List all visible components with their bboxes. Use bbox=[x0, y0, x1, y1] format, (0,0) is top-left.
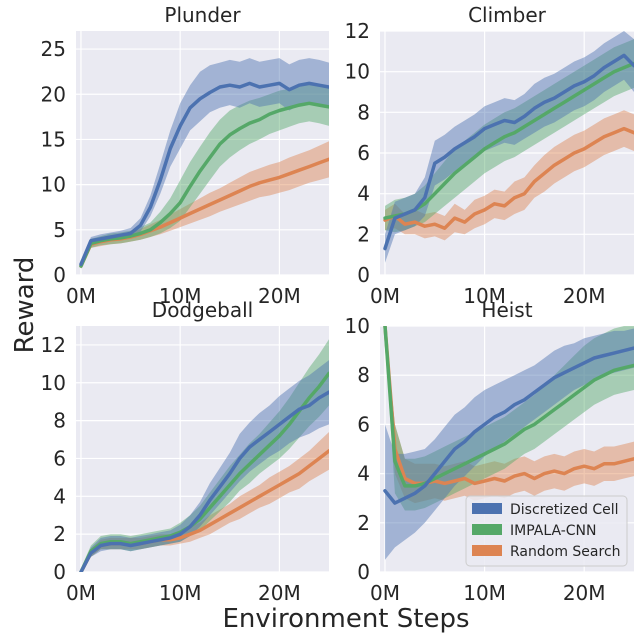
ytick-label: 10 bbox=[345, 314, 370, 338]
legend-swatch-random-search bbox=[472, 545, 502, 556]
xtick-label: 20M bbox=[563, 284, 606, 308]
ytick-label: 15 bbox=[41, 127, 66, 151]
xtick-label: 0M bbox=[66, 284, 96, 308]
line-random-search bbox=[383, 126, 634, 230]
ytick-label: 12 bbox=[41, 333, 66, 357]
ytick-label: 0 bbox=[53, 263, 66, 287]
xtick-label: 10M bbox=[463, 581, 506, 605]
line-discretized-cell bbox=[383, 346, 634, 505]
ytick-label: 20 bbox=[41, 82, 66, 106]
legend-box bbox=[465, 495, 628, 567]
plot-area-dodgeball bbox=[76, 326, 329, 572]
band-random-search bbox=[385, 326, 634, 504]
panel-title-dodgeball: Dodgeball bbox=[152, 298, 253, 322]
figure-ylabel: Reward bbox=[10, 257, 40, 354]
ytick-label: 0 bbox=[53, 560, 66, 584]
line-discretized-cell bbox=[383, 53, 634, 251]
xtick-label: 20M bbox=[258, 284, 301, 308]
band-impala-cnn bbox=[81, 339, 329, 572]
series-group-heist bbox=[383, 326, 634, 560]
legend-label-random-search: Random Search bbox=[510, 544, 621, 560]
band-impala-cnn bbox=[385, 326, 634, 511]
ytick-label: 8 bbox=[357, 100, 370, 124]
ytick-label: 2 bbox=[357, 511, 370, 535]
series-group-dodgeball bbox=[79, 339, 329, 572]
legend-swatch-impala-cnn bbox=[472, 524, 502, 535]
xtick-label: 0M bbox=[370, 284, 400, 308]
band-discretized-cell bbox=[385, 328, 634, 560]
xtick-label: 20M bbox=[258, 581, 301, 605]
ytick-label: 10 bbox=[41, 371, 66, 395]
xtick-label: 0M bbox=[66, 581, 96, 605]
xtick-label: 0M bbox=[370, 581, 400, 605]
line-impala-cnn bbox=[79, 371, 329, 572]
xtick-label: 10M bbox=[463, 284, 506, 308]
ytick-label: 4 bbox=[53, 484, 66, 508]
legend-label-discretized-cell: Discretized Cell bbox=[510, 502, 619, 518]
ytick-label: 6 bbox=[53, 446, 66, 470]
panel-title-heist: Heist bbox=[481, 298, 532, 322]
series-group-plunder bbox=[79, 58, 329, 269]
ytick-label: 8 bbox=[357, 363, 370, 387]
figure-xlabel: Environment Steps bbox=[222, 604, 469, 634]
ytick-label: 2 bbox=[357, 222, 370, 246]
ytick-label: 0 bbox=[357, 560, 370, 584]
legend-label-impala-cnn: IMPALA-CNN bbox=[510, 523, 597, 539]
legend-swatch-discretized-cell bbox=[472, 503, 502, 514]
xtick-label: 10M bbox=[159, 581, 202, 605]
line-impala-cnn bbox=[79, 101, 329, 268]
ytick-label: 10 bbox=[345, 60, 370, 84]
ytick-label: 12 bbox=[345, 19, 370, 43]
ytick-label: 8 bbox=[53, 409, 66, 433]
series-group-climber bbox=[383, 31, 634, 263]
ytick-label: 0 bbox=[357, 263, 370, 287]
band-impala-cnn bbox=[81, 83, 329, 269]
panel-climber: 0 2 4 6 8 10 12 0M 10M 20M Climber bbox=[345, 3, 634, 308]
ytick-label: 25 bbox=[41, 37, 66, 61]
panel-title-plunder: Plunder bbox=[164, 3, 241, 27]
band-discretized-cell bbox=[81, 58, 329, 267]
line-discretized-cell bbox=[79, 390, 329, 572]
xtick-label: 10M bbox=[159, 284, 202, 308]
band-random-search bbox=[385, 110, 634, 241]
ytick-label: 5 bbox=[53, 218, 66, 242]
ytick-label: 6 bbox=[357, 141, 370, 165]
legend: Discretized Cell IMPALA-CNN Random Search bbox=[465, 495, 628, 567]
band-discretized-cell bbox=[81, 360, 329, 572]
ytick-label: 4 bbox=[357, 462, 370, 486]
panel-dodgeball: 0 2 4 6 8 10 12 0M 10M 20M Dodgeball bbox=[41, 298, 329, 605]
line-impala-cnn bbox=[383, 61, 634, 220]
ytick-label: 6 bbox=[357, 412, 370, 436]
ytick-label: 4 bbox=[357, 182, 370, 206]
xtick-label: 20M bbox=[563, 581, 606, 605]
panel-plunder: 0 5 10 15 20 25 0M 10M 20M Plunder bbox=[41, 3, 329, 308]
ytick-label: 2 bbox=[53, 522, 66, 546]
line-discretized-cell bbox=[79, 81, 329, 266]
panel-title-climber: Climber bbox=[468, 3, 547, 27]
ytick-label: 10 bbox=[41, 173, 66, 197]
